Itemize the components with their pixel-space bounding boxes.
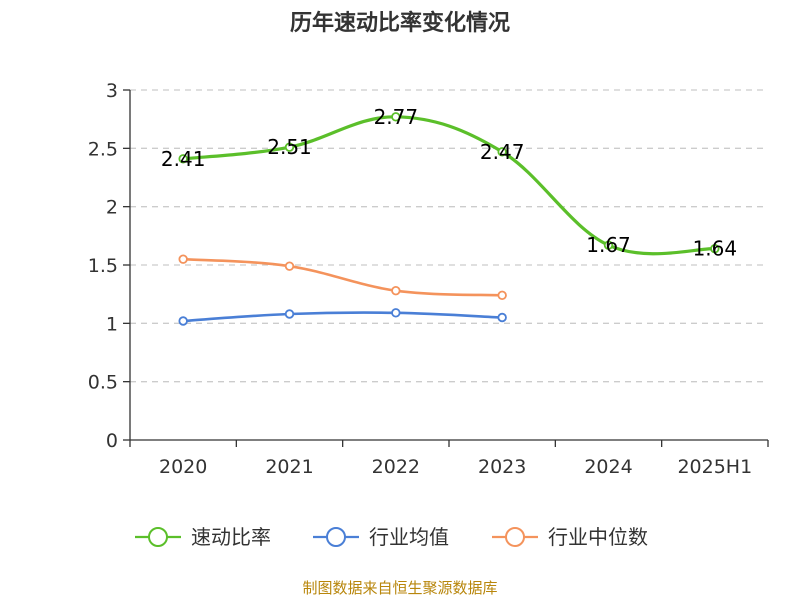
data-label: 1.64: [693, 237, 738, 261]
series-layer: [178, 112, 720, 326]
source-note: 制图数据来自恒生聚源数据库: [302, 579, 497, 597]
y-tick-label: 0: [106, 430, 118, 452]
x-tick-label: 2024: [584, 456, 632, 478]
data-point: [284, 309, 295, 319]
y-tick-label: 1.5: [88, 255, 118, 277]
chart-title: 历年速动比率变化情况: [290, 10, 510, 36]
y-tick-label: 1: [106, 313, 118, 335]
y-tick-label: 2.5: [88, 138, 118, 160]
axes: 0 0.5 1 1.5 2 2.5 3 2020 2021 2022 2023 2024 2025H1: [88, 80, 769, 478]
x-tick-label: 2025H1: [677, 456, 752, 478]
data-point: [497, 312, 507, 323]
data-point: [284, 142, 295, 152]
series-line: [183, 257, 503, 297]
data-point: [391, 112, 401, 122]
data-point: [178, 154, 188, 164]
data-point: [284, 261, 295, 271]
data-label: 2.51: [267, 135, 312, 159]
data-label: 2.77: [374, 105, 419, 129]
x-tick-label: 2023: [478, 456, 526, 478]
legend-label: 速动比率: [191, 525, 271, 549]
series-line: [182, 115, 715, 256]
legend-marker-icon: [505, 527, 525, 547]
grid: [130, 89, 768, 383]
series-line: [183, 311, 503, 323]
legend-item[interactable]: 行业中位数: [492, 525, 648, 549]
legend[interactable]: 速动比率 行业均值 行业中位数: [135, 525, 648, 549]
legend-label: 行业中位数: [548, 525, 648, 549]
x-tick-label: 2021: [265, 456, 313, 478]
y-tick-label: 2: [106, 197, 118, 219]
data-labels: 2.41 2.51 2.77 2.47 1.67 1.64: [161, 105, 737, 261]
y-tick-label: 3: [106, 80, 118, 102]
data-point: [603, 240, 614, 250]
data-point: [178, 316, 188, 326]
data-label: 2.47: [480, 140, 525, 164]
data-label: 1.67: [586, 233, 631, 257]
data-point: [497, 290, 507, 301]
data-point: [710, 243, 720, 254]
data-point: [497, 147, 507, 157]
data-point: [391, 308, 401, 318]
data-point: [391, 285, 401, 296]
data-label: 2.41: [161, 147, 206, 171]
legend-item[interactable]: 速动比率: [135, 525, 271, 549]
legend-item[interactable]: 行业均值: [313, 525, 449, 549]
legend-marker-icon: [148, 527, 168, 547]
y-tick-label: 0.5: [88, 372, 118, 394]
legend-marker-icon: [326, 527, 346, 547]
x-tick-label: 2020: [159, 456, 207, 478]
legend-label: 行业均值: [369, 525, 449, 549]
x-tick-label: 2022: [372, 456, 420, 478]
data-point: [178, 254, 188, 264]
